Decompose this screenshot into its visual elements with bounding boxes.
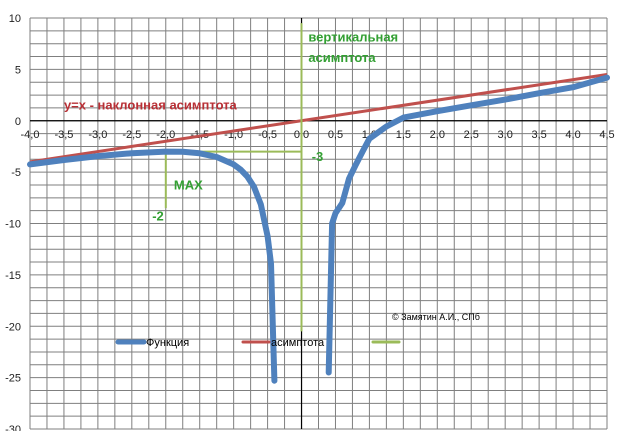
x-tick-label: 4,0: [565, 129, 580, 141]
x-tick-label: -3,0: [88, 129, 107, 141]
y-tick-label: 0: [15, 116, 21, 128]
series-function-line: [325, 74, 610, 376]
legend-label: асимптота: [271, 337, 325, 349]
x-tick-label: 3,5: [531, 129, 546, 141]
x-tick-label: 2,0: [430, 129, 445, 141]
y-tick-label: -10: [5, 219, 21, 231]
copyright-text: © Замятин А.И., СПб: [392, 312, 480, 322]
x-tick-label: -2,0: [156, 129, 175, 141]
y-tick-label: -20: [5, 321, 21, 333]
x-tick-label: 1,5: [396, 129, 411, 141]
annotation: -2: [152, 208, 164, 223]
annotations: вертикальная асимптота y=x - наклонная аси…: [64, 30, 480, 322]
x-tick-label: -4,0: [21, 129, 40, 141]
y-tick-label: -30: [5, 424, 21, 431]
annotation: асимптота: [308, 50, 376, 65]
tick-labels: -4,0 -3,5 -3,0 -2,5 -2,0 -1,5 -1,0 -0,5 0,0 0,5 1,…: [5, 13, 615, 431]
series-function-line: [27, 148, 278, 384]
x-tick-label: 0,5: [328, 129, 343, 141]
annotation: y=x - наклонная асимптота: [64, 97, 238, 112]
y-tick-label: -15: [5, 270, 21, 282]
y-tick-label: -25: [5, 373, 21, 385]
annotation: -3: [312, 149, 324, 164]
legend: Функция асимптота: [115, 337, 401, 349]
x-tick-label: -3,5: [54, 129, 73, 141]
annotation: вертикальная: [308, 30, 398, 45]
y-tick-label: -5: [11, 167, 21, 179]
series-asymptote-line: [29, 73, 608, 164]
x-tick-label: 3,0: [498, 129, 513, 141]
series: [27, 23, 610, 384]
x-tick-label: -0,5: [258, 129, 277, 141]
y-tick-label: 10: [9, 13, 21, 25]
legend-label: Функция: [146, 337, 189, 349]
x-tick-label: -2,5: [122, 129, 141, 141]
annotation: MAX: [174, 178, 203, 193]
grid: [29, 17, 608, 430]
y-tick-label: 5: [15, 64, 21, 76]
x-tick-label: 2,5: [464, 129, 479, 141]
x-tick-label: 4,5: [599, 129, 614, 141]
